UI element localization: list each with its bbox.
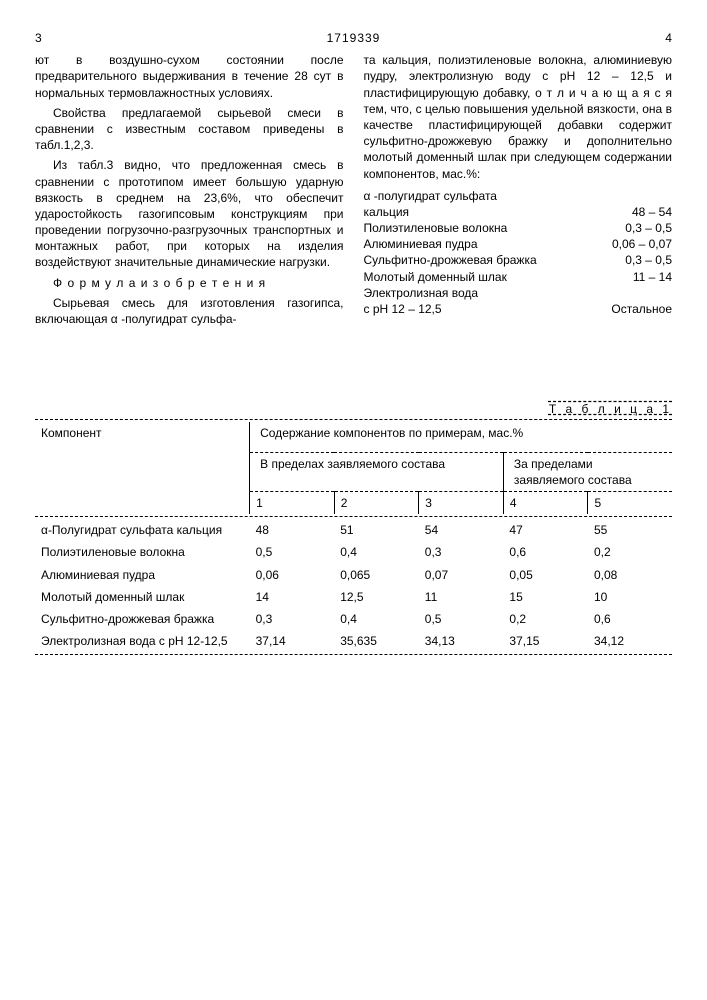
cell: 48: [250, 519, 335, 541]
row-name: Полиэтиленовые волокна: [35, 541, 250, 563]
row-name: Молотый доменный шлак: [35, 586, 250, 608]
cell: 0,08: [588, 564, 672, 586]
cell: 34,13: [419, 630, 504, 652]
para-2: Свойства предлагаемой сырьевой смеси в с…: [35, 105, 344, 154]
cell: 37,15: [503, 630, 588, 652]
cell: 0,4: [334, 541, 419, 563]
cell: 11: [419, 586, 504, 608]
component-row: Молотый доменный шлак11 – 14: [364, 269, 673, 285]
cell: 0,5: [250, 541, 335, 563]
cell: 0,6: [588, 608, 672, 630]
table-row: Полиэтиленовые волокна 0,5 0,4 0,3 0,6 0…: [35, 541, 672, 563]
component-row: Сульфитно-дрожжевая бражка0,3 – 0,5: [364, 252, 673, 268]
row-name: Сульфитно-дрожжевая бражка: [35, 608, 250, 630]
cell: 0,6: [503, 541, 588, 563]
cell: 0,06: [250, 564, 335, 586]
cell: 15: [503, 586, 588, 608]
invention-formula-title: Ф о р м у л а и з о б р е т е н и я: [35, 275, 344, 291]
row-name: Алюминиевая пудра: [35, 564, 250, 586]
cell: 0,3: [419, 541, 504, 563]
subhead-in: В пределах заявляемого состава: [250, 452, 504, 491]
col-1: 1: [250, 491, 335, 514]
cell: 0,05: [503, 564, 588, 586]
left-column: ют в воздушно-сухом состоянии после пред…: [35, 52, 344, 331]
col-3: 3: [419, 491, 504, 514]
cell: 0,2: [588, 541, 672, 563]
cell: 14: [250, 586, 335, 608]
cell: 54: [419, 519, 504, 541]
cell: 55: [588, 519, 672, 541]
col-2: 2: [334, 491, 419, 514]
body-columns: ют в воздушно-сухом состоянии после пред…: [35, 52, 672, 331]
para-r1: та кальция, полиэтиленовые волокна, алюм…: [364, 52, 673, 182]
table-row: Молотый доменный шлак 14 12,5 11 15 10: [35, 586, 672, 608]
cell: 0,07: [419, 564, 504, 586]
component-row: Алюминиевая пудра0,06 – 0,07: [364, 236, 673, 252]
para-1: ют в воздушно-сухом состоянии после пред…: [35, 52, 344, 101]
para-3: Из табл.3 видно, что предложенная смесь …: [35, 157, 344, 270]
cell: 37,14: [250, 630, 335, 652]
table-row: Электролизная вода с pH 12-12,5 37,14 35…: [35, 630, 672, 652]
page-numbers: 3 1719339 4: [35, 30, 672, 46]
table-header-row: Компонент Содержание компонентов по прим…: [35, 422, 672, 452]
component-row: кальция48 – 54: [364, 204, 673, 220]
cell: 34,12: [588, 630, 672, 652]
divider: [35, 419, 672, 420]
table-row: Сульфитно-дрожжевая бражка 0,3 0,4 0,5 0…: [35, 608, 672, 630]
table-1: Т а б л и ц а 1 Компонент Содержание ком…: [35, 401, 672, 657]
cell: 0,5: [419, 608, 504, 630]
cell: 35,635: [334, 630, 419, 652]
table-row: α-Полугидрат сульфата кальция 48 51 54 4…: [35, 519, 672, 541]
components-list: α -полугидрат сульфата кальция48 – 54 По…: [364, 188, 673, 318]
cell: 10: [588, 586, 672, 608]
col-content: Содержание компонентов по примерам, мас.…: [250, 422, 672, 452]
para-4: Сырьевая смесь для изготовления газогипс…: [35, 295, 344, 327]
component-row: α -полугидрат сульфата: [364, 188, 673, 204]
component-row: Электролизная вода: [364, 285, 673, 301]
doc-number: 1719339: [248, 30, 458, 46]
page-num-left: 3: [35, 30, 245, 46]
table-title: Т а б л и ц а 1: [35, 401, 672, 417]
cell: 0,3: [250, 608, 335, 630]
cell: 12,5: [334, 586, 419, 608]
component-row: Полиэтиленовые волокна0,3 – 0,5: [364, 220, 673, 236]
composition-table: Компонент Содержание компонентов по прим…: [35, 422, 672, 657]
col-component: Компонент: [35, 422, 250, 514]
cell: 0,065: [334, 564, 419, 586]
cell: 0,4: [334, 608, 419, 630]
page-num-right: 4: [462, 30, 672, 46]
col-4: 4: [503, 491, 588, 514]
table-row: Алюминиевая пудра 0,06 0,065 0,07 0,05 0…: [35, 564, 672, 586]
row-name: α-Полугидрат сульфата кальция: [35, 519, 250, 541]
cell: 47: [503, 519, 588, 541]
divider: [35, 516, 672, 517]
subhead-out: За пределами заявляемого состава: [503, 452, 672, 491]
divider: [35, 654, 672, 655]
component-row: с pH 12 – 12,5Остальное: [364, 301, 673, 317]
col-5: 5: [588, 491, 672, 514]
cell: 51: [334, 519, 419, 541]
right-column: та кальция, полиэтиленовые волокна, алюм…: [364, 52, 673, 331]
row-name: Электролизная вода с pH 12-12,5: [35, 630, 250, 652]
cell: 0,2: [503, 608, 588, 630]
